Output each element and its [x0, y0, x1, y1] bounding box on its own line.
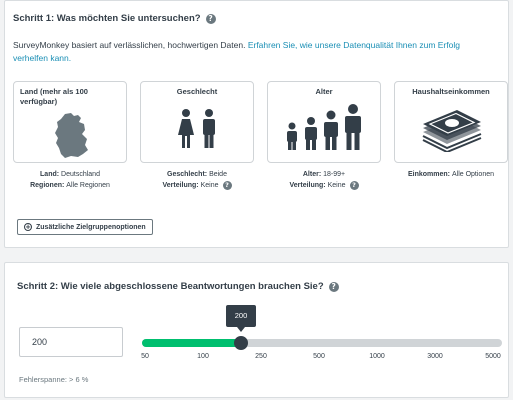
regions-label: Regionen: [30, 182, 65, 189]
country-caption: Land: Deutschland Regionen: Alle Regione… [13, 169, 127, 191]
step2-title: Schritt 2: Wie viele abgeschlossene Bean… [17, 281, 339, 292]
gender-value: Beide [209, 171, 227, 178]
step2-panel: Schritt 2: Wie viele abgeschlossene Bean… [4, 262, 509, 398]
gender-label: Geschlecht: [167, 171, 208, 178]
slider-tick-label: 500 [313, 353, 325, 360]
age-caption: Alter: 18-99+ Verteilung: Keine? [267, 169, 381, 191]
tile-country-title: Land (mehr als 100 verfügbar) [20, 87, 88, 106]
germany-map-icon [55, 113, 88, 158]
slider-tick-label: 250 [255, 353, 267, 360]
income-caption: Einkommen: Alle Optionen [394, 169, 508, 180]
responses-count-value: 200 [32, 337, 48, 347]
age-distribution-value: Keine [327, 182, 346, 189]
age-distribution-label: Verteilung: [289, 182, 326, 189]
responses-slider-track[interactable] [142, 339, 502, 347]
tile-income-title: Haushaltseinkommen [412, 87, 490, 96]
help-icon[interactable]: ? [222, 181, 232, 190]
tile-country[interactable]: Land (mehr als 100 verfügbar) [13, 81, 127, 163]
responses-count-input[interactable]: 200 [19, 327, 123, 357]
help-icon[interactable]: ? [349, 181, 359, 190]
age-group-icon [287, 104, 361, 150]
gender-distribution-value: Keine [200, 182, 219, 189]
slider-value-tooltip: 200 [226, 305, 256, 332]
plus-circle-icon: + [24, 223, 32, 231]
tile-age[interactable]: Alter [267, 81, 381, 163]
tile-income[interactable]: Haushaltseinkommen [394, 81, 508, 163]
slider-tooltip-value: 200 [234, 311, 248, 320]
tile-gender-title: Geschlecht [176, 87, 218, 96]
slider-tick-label: 5000 [485, 353, 501, 360]
age-value: 18-99+ [323, 171, 346, 178]
income-value: Alle Optionen [451, 171, 494, 178]
slider-tick-label: 1000 [369, 353, 385, 360]
responses-slider-handle[interactable] [234, 336, 248, 350]
income-label: Einkommen: [408, 171, 451, 178]
country-value: Deutschland [61, 171, 100, 178]
gender-caption: Geschlecht: Beide Verteilung: Keine? [140, 169, 254, 191]
regions-value: Alle Regionen [66, 182, 110, 189]
margin-of-error-text: Fehlerspanne: > 6 % [19, 375, 89, 384]
age-label: Alter: [302, 171, 322, 178]
help-icon[interactable]: ? [205, 13, 216, 24]
help-icon[interactable]: ? [328, 281, 339, 292]
data-quality-link[interactable]: Erfahren Sie, wie unsere Datenqualität I… [13, 40, 460, 63]
step2-title-text: Schritt 2: Wie viele abgeschlossene Bean… [17, 281, 324, 292]
step1-intro: SurveyMonkey basiert auf verlässlichen, … [13, 39, 493, 65]
more-button-label: Zusätzliche Zielgruppenoptionen [36, 223, 146, 231]
country-label: Land: [40, 171, 60, 178]
step1-panel: Schritt 1: Was möchten Sie untersuchen? … [4, 0, 509, 248]
additional-audience-options-button[interactable]: + Zusätzliche Zielgruppenoptionen [17, 219, 153, 235]
responses-slider-fill [142, 339, 241, 347]
intro-text: SurveyMonkey basiert auf verlässlichen, … [13, 40, 248, 50]
slider-tick-label: 50 [141, 353, 149, 360]
gender-distribution-label: Verteilung: [162, 182, 199, 189]
tile-age-title: Alter [315, 87, 333, 96]
slider-tick-label: 3000 [427, 353, 443, 360]
money-stack-icon [422, 110, 482, 152]
gender-icon [178, 109, 215, 148]
step1-title-text: Schritt 1: Was möchten Sie untersuchen? [13, 13, 201, 24]
tile-gender[interactable]: Geschlecht [140, 81, 254, 163]
slider-tick-label: 100 [197, 353, 209, 360]
step1-title: Schritt 1: Was möchten Sie untersuchen? … [13, 13, 216, 24]
